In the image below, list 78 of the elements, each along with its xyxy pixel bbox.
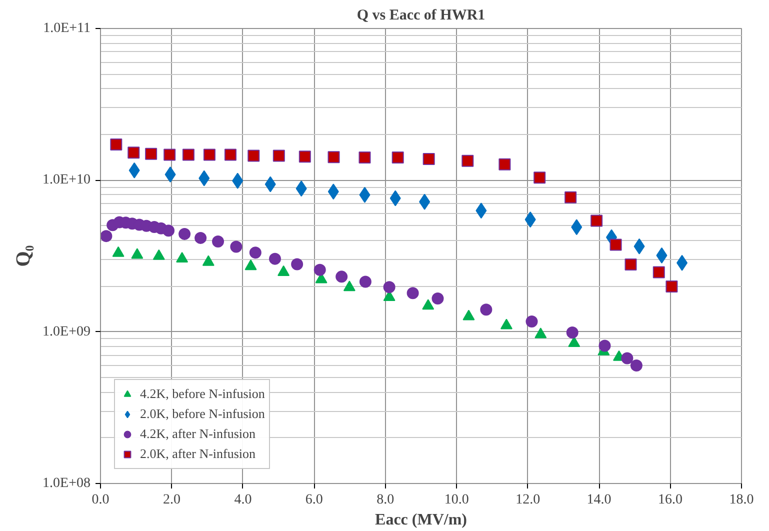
point (203, 148, 216, 161)
point (526, 316, 538, 328)
legend-label: 2.0K, before N-infusion (140, 405, 265, 423)
point (534, 328, 547, 338)
point (176, 252, 188, 262)
point (202, 255, 214, 266)
point (422, 152, 435, 165)
point (621, 352, 634, 364)
y-tick-label: 1.0E+10 (42, 172, 91, 188)
point (564, 191, 577, 204)
x-tick-label: 2.0 (162, 492, 180, 508)
point (268, 252, 281, 265)
point (162, 224, 175, 237)
point (500, 318, 512, 330)
point (291, 258, 304, 270)
point (652, 266, 665, 278)
point (224, 148, 236, 161)
x-tick-label: 18.0 (729, 492, 754, 508)
legend-label: 4.2K, before N-infusion (140, 385, 265, 403)
point (568, 336, 580, 347)
point (178, 228, 191, 240)
point (624, 258, 637, 270)
point (630, 359, 642, 372)
point (164, 148, 176, 161)
point (230, 240, 242, 253)
point (359, 276, 372, 288)
x-tick-label: 4.0 (234, 492, 252, 508)
point (110, 138, 122, 150)
x-tick-label: 8.0 (376, 492, 394, 508)
point (182, 148, 194, 161)
point (432, 292, 444, 304)
point (392, 152, 404, 164)
point (272, 150, 285, 162)
point (462, 154, 474, 167)
x-tick-label: 12.0 (516, 492, 540, 508)
legend-label: 2.0K, after N-infusion (140, 445, 256, 463)
point (298, 150, 311, 163)
x-axis-title: Eacc (MV/m) (375, 512, 467, 528)
y-tick-label: 1.0E+09 (42, 324, 91, 340)
point (212, 236, 224, 248)
point (598, 340, 611, 352)
point (336, 270, 348, 283)
point (534, 172, 546, 184)
point (666, 280, 678, 293)
point (249, 246, 262, 259)
point (152, 249, 165, 260)
point (343, 280, 356, 292)
chart-title: Q vs Eacc of HWR1 (356, 8, 486, 24)
point (462, 310, 475, 320)
point (590, 214, 603, 227)
point (358, 152, 371, 164)
point (278, 265, 290, 276)
point (566, 326, 578, 338)
point (145, 148, 158, 160)
point (112, 246, 124, 257)
point (498, 158, 511, 170)
point (194, 232, 207, 244)
point (128, 146, 140, 159)
legend-label: 4.2K, after N-infusion (140, 425, 256, 443)
point (131, 248, 144, 259)
x-tick-label: 16.0 (658, 492, 683, 508)
point (610, 238, 622, 251)
point (100, 230, 112, 242)
point (422, 299, 434, 310)
y-axis-title: Q₀ (12, 245, 35, 267)
point (383, 281, 396, 294)
x-tick-label: 6.0 (305, 492, 323, 508)
y-tick-label: 1.0E+08 (42, 476, 91, 491)
x-tick-label: 10.0 (444, 492, 469, 508)
point (480, 304, 492, 316)
point (248, 150, 260, 162)
point (314, 264, 326, 276)
y-tick-label: 1.0E+11 (43, 21, 91, 36)
x-tick-label: 14.0 (586, 492, 612, 508)
point (328, 151, 340, 164)
point (406, 287, 419, 300)
point (244, 260, 257, 270)
x-tick-label: 0.0 (92, 492, 110, 508)
